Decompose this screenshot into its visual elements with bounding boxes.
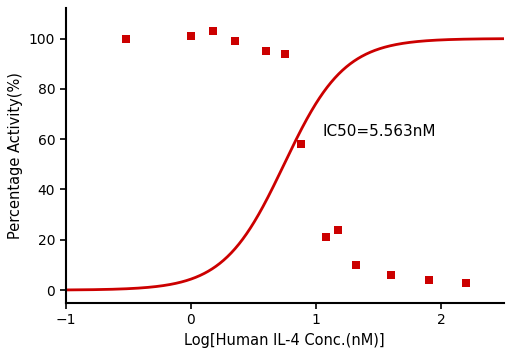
Point — [462, 280, 470, 286]
Point — [322, 235, 330, 240]
Point — [352, 262, 360, 268]
Point — [387, 272, 395, 278]
Point — [230, 38, 239, 44]
X-axis label: Log[Human IL-4 Conc.(nM)]: Log[Human IL-4 Conc.(nM)] — [184, 333, 385, 348]
Text: IC50=5.563nM: IC50=5.563nM — [322, 124, 436, 139]
Point — [424, 277, 433, 283]
Y-axis label: Percentage Activity(%): Percentage Activity(%) — [8, 72, 24, 239]
Point — [281, 51, 289, 57]
Point — [122, 36, 130, 41]
Point — [297, 141, 305, 147]
Point — [209, 28, 218, 34]
Point — [262, 48, 270, 54]
Point — [334, 227, 343, 232]
Point — [187, 33, 195, 39]
